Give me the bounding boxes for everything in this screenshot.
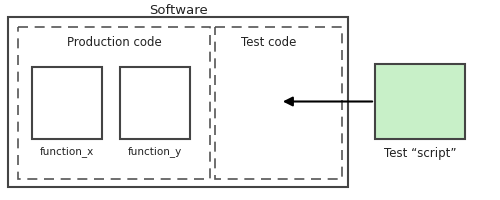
Bar [120, 68, 190, 139]
Bar [18, 28, 210, 179]
Text: Production code: Production code [66, 35, 162, 48]
Bar [32, 68, 102, 139]
Text: Test “script”: Test “script” [384, 147, 456, 160]
Text: function_y: function_y [128, 146, 182, 157]
Bar [375, 65, 465, 139]
Text: Test code: Test code [241, 35, 296, 48]
Bar [8, 18, 348, 187]
Text: Software: Software [148, 4, 208, 17]
Text: function_x: function_x [40, 146, 94, 157]
Bar [215, 28, 342, 179]
